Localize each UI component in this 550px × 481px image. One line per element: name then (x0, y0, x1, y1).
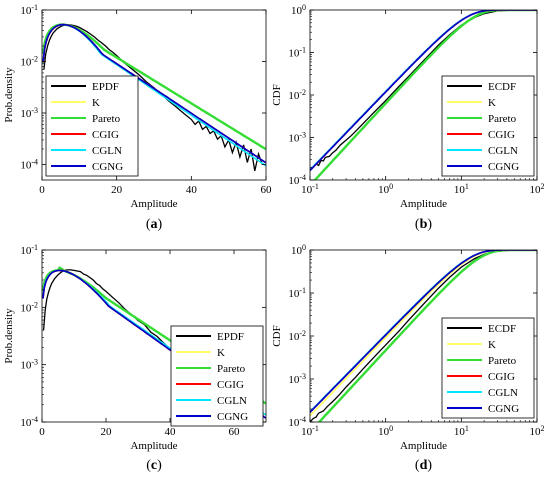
legend: ECDF K Pareto CGIG CGLN CGNG (441, 75, 535, 177)
legend-label-epdf: EPDF (92, 81, 119, 93)
legend-label-k: K (217, 347, 225, 359)
legend-box (441, 317, 535, 419)
x-tick-label: 100 (378, 424, 393, 439)
legend-label-k: K (488, 97, 496, 109)
y-tick-label: 10-2 (20, 54, 38, 69)
legend-box (441, 75, 535, 177)
x-tick-label: 102 (530, 182, 545, 197)
y-tick-label: 10-1 (288, 45, 306, 60)
axes-box (41, 9, 267, 181)
legend-label-pareto: Pareto (488, 113, 517, 125)
panel-label: (b) (415, 217, 432, 232)
chart-panel-c: 0 20 40 60 10-4 10-3 10-2 10-1 Amplitude Prob.den… (3, 243, 267, 473)
x-axis-label: Amplitude (130, 440, 177, 452)
x-tick-label: 10-1 (301, 182, 319, 197)
legend-label-cgig: CGIG (488, 129, 515, 141)
x-tick-label: 0 (39, 426, 45, 438)
y-tick-label: 10-1 (20, 243, 38, 258)
legend-label-k: K (92, 97, 100, 109)
legend-label-cgln: CGLN (488, 387, 518, 399)
y-tick-label: 10-4 (288, 415, 306, 430)
legend-label-cgln: CGLN (488, 145, 518, 157)
x-tick-label: 102 (530, 424, 545, 439)
y-tick-label: 10-1 (288, 286, 306, 301)
legend-label-cgln: CGLN (217, 395, 247, 407)
y-axis-label: Prob.density (3, 308, 15, 364)
legend-label-pareto: Pareto (488, 355, 517, 367)
y-tick-label: 10-3 (288, 372, 306, 387)
y-axis-label: Prob.density (3, 67, 15, 123)
legend-label-cgig: CGIG (488, 371, 515, 383)
y-tick-label: 10-2 (20, 300, 38, 315)
y-tick-label: 10-2 (288, 329, 306, 344)
y-tick-label: 100 (291, 3, 306, 18)
y-tick-label: 10-4 (288, 173, 306, 188)
legend: EPDF K Pareto CGIG CGLN CGNG (170, 325, 264, 427)
x-tick-label: 101 (454, 182, 469, 197)
y-tick-label: 10-4 (20, 415, 38, 430)
y-tick-label: 10-3 (20, 357, 38, 372)
x-tick-label: 10-1 (301, 424, 319, 439)
legend-label-cgng: CGNG (488, 161, 519, 173)
series-cgng (42, 23, 266, 164)
y-axis-label: CDF (271, 325, 283, 346)
y-tick-label: 10-4 (20, 157, 38, 172)
legend-label-ecdf: ECDF (488, 323, 516, 335)
y-tick-label: 10-3 (20, 105, 38, 120)
legend-label-cgln: CGLN (92, 145, 122, 157)
series-pareto (42, 23, 266, 151)
x-tick-label: 101 (454, 424, 469, 439)
legend-box (170, 325, 264, 427)
legend-label-pareto: Pareto (92, 113, 121, 125)
y-axis-label: CDF (271, 84, 283, 105)
panel-label: (d) (415, 458, 432, 473)
y-tick-label: 10-1 (20, 3, 38, 18)
legend: EPDF K Pareto CGIG CGLN CGNG (45, 75, 139, 177)
legend: ECDF K Pareto CGIG CGLN CGNG (441, 317, 535, 419)
x-tick-label: 0 (39, 184, 45, 196)
x-tick-label: 100 (378, 182, 393, 197)
x-tick-label: 40 (165, 426, 177, 438)
x-tick-label: 20 (101, 426, 113, 438)
x-axis-label: Amplitude (400, 440, 447, 452)
x-tick-label: 20 (111, 184, 123, 196)
legend-label-cgig: CGIG (217, 379, 244, 391)
chart-panel-d: 10-1 100 101 102 10-4 10-3 10-2 10-1 100 Amplitud… (271, 243, 545, 474)
legend-label-cgig: CGIG (92, 129, 119, 141)
y-tick-label: 100 (291, 243, 306, 258)
legend-box (45, 75, 139, 177)
panel-label: (a) (146, 217, 163, 232)
chart-panel-a: 0 20 40 60 10-4 10-3 10-2 10-1 Amplitude Prob.den… (3, 3, 272, 233)
legend-label-cgng: CGNG (92, 161, 123, 173)
chart-panel-b: 10-1 100 101 102 10-4 10-3 10-2 10-1 100 Amplitud… (271, 3, 545, 233)
series-cgng (310, 10, 537, 172)
x-tick-label: 60 (229, 426, 241, 438)
axes-box (41, 249, 267, 423)
legend-label-ecdf: ECDF (488, 81, 516, 93)
x-tick-label: 40 (186, 184, 198, 196)
plot-area (42, 23, 266, 172)
x-tick-label: 60 (261, 184, 273, 196)
legend-label-cgng: CGNG (488, 403, 519, 415)
panel-label: (c) (146, 458, 162, 473)
x-axis-label: Amplitude (130, 198, 177, 210)
legend-label-k: K (488, 339, 496, 351)
legend-label-pareto: Pareto (217, 363, 246, 375)
legend-label-cgng: CGNG (217, 411, 248, 423)
legend-label-epdf: EPDF (217, 331, 244, 343)
y-tick-label: 10-3 (288, 130, 306, 145)
y-tick-label: 10-2 (288, 88, 306, 103)
x-axis-label: Amplitude (400, 198, 447, 210)
